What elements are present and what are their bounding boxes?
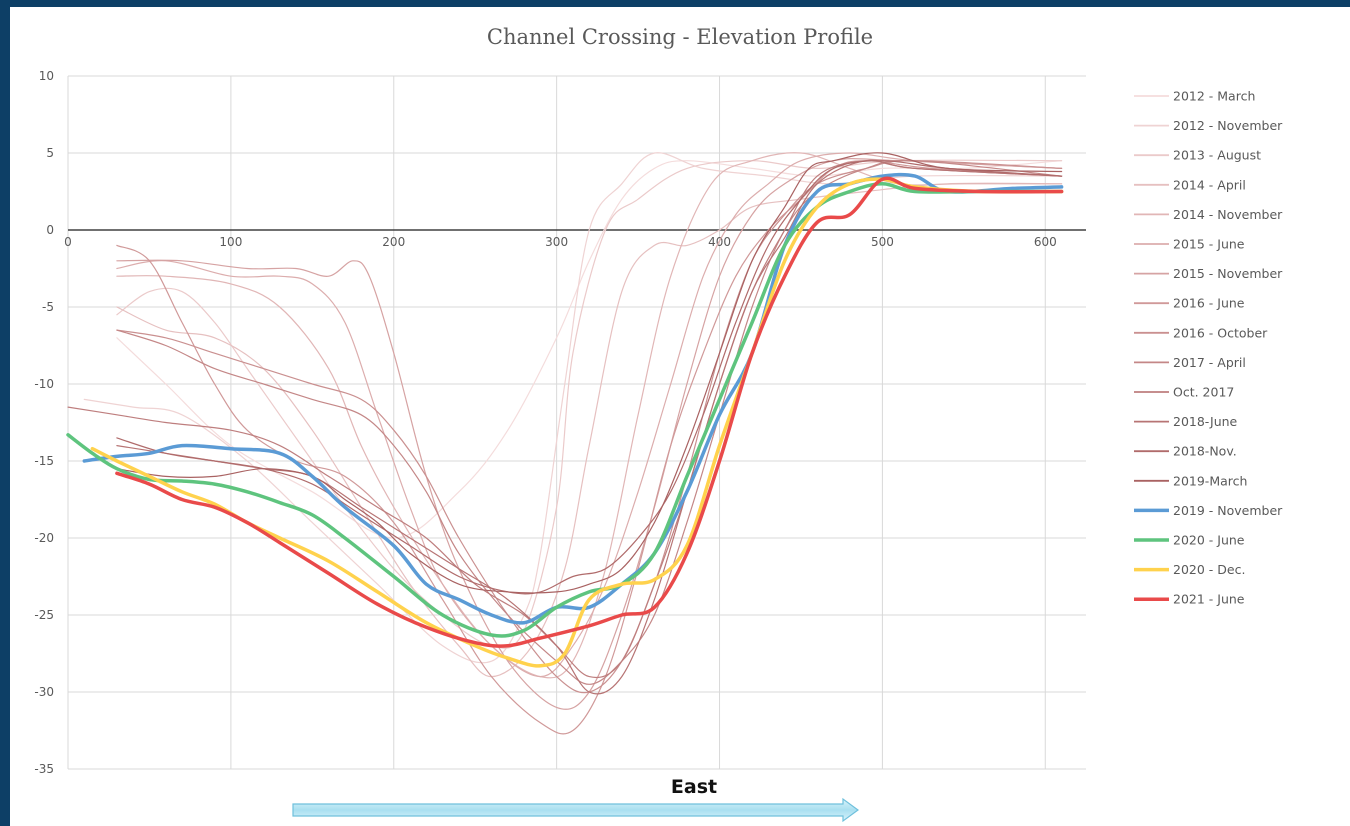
legend-label: 2016 - October	[1173, 325, 1268, 340]
legend-label: 2020 - Dec.	[1173, 562, 1245, 577]
legend-label: Oct. 2017	[1173, 385, 1234, 400]
x-tick-label: 0	[64, 235, 72, 249]
series-line-10	[67, 159, 1063, 679]
legend-label: 2016 - June	[1173, 296, 1245, 311]
x-tick-label: 600	[1034, 235, 1057, 249]
y-tick-label: -30	[34, 685, 54, 699]
x-tick-label: 500	[871, 235, 894, 249]
east-annotation: East	[292, 776, 860, 823]
legend: 2012 - March 2012 - November 2013 - August…	[1134, 89, 1283, 607]
series-line-16	[90, 177, 1064, 668]
legend-label: 2018-June	[1173, 414, 1238, 429]
east-arrow-icon	[292, 797, 860, 823]
y-tick-label: -5	[42, 300, 54, 314]
legend-label: 2015 - June	[1173, 237, 1245, 252]
y-tick-label: 5	[46, 146, 54, 160]
y-tick-label: 10	[39, 69, 54, 83]
legend-label: 2019 - November	[1173, 503, 1283, 518]
series-line-8	[116, 160, 1063, 694]
y-tick-label: 0	[46, 223, 54, 237]
chart-title: Channel Crossing - Elevation Profile	[487, 25, 873, 49]
legend-label: 2020 - June	[1173, 533, 1245, 548]
x-tick-label: 300	[545, 235, 568, 249]
y-tick-label: -15	[34, 454, 54, 468]
legend-label: 2014 - November	[1173, 207, 1283, 222]
series-line-2	[116, 159, 1063, 649]
legend-label: 2013 - August	[1173, 148, 1261, 163]
legend-label: 2012 - November	[1173, 118, 1283, 133]
legend-label: 2014 - April	[1173, 177, 1246, 192]
series-line-11	[116, 159, 1063, 695]
chart-canvas: Channel Crossing - Elevation Profile 10 5…	[34, 25, 1283, 823]
legend-label: 2012 - March	[1173, 89, 1255, 104]
series-line-1	[83, 152, 1063, 664]
grid-lines	[67, 75, 1086, 770]
series-line-15	[66, 182, 1064, 638]
y-tick-label: -25	[34, 608, 54, 622]
series-line-0	[116, 160, 1063, 539]
x-tick-label: 200	[382, 235, 405, 249]
legend-label: 2019-March	[1173, 473, 1247, 488]
y-tick-label: -20	[34, 531, 54, 545]
series-line-4	[116, 152, 1063, 679]
x-tick-label: 100	[219, 235, 242, 249]
legend-label: 2015 - November	[1173, 266, 1283, 281]
legend-label: 2017 - April	[1173, 355, 1246, 370]
series-line-12	[116, 160, 1063, 595]
series-line-6	[116, 158, 1063, 710]
y-tick-label: -10	[34, 377, 54, 391]
chart-panel: Channel Crossing - Elevation Profile 10 5…	[10, 7, 1350, 826]
series-line-17	[115, 176, 1064, 648]
east-label: East	[671, 776, 717, 798]
legend-label: 2021 - June	[1173, 592, 1245, 607]
legend-label: 2018-Nov.	[1173, 444, 1237, 459]
y-tick-label: -35	[34, 762, 54, 776]
series-line-5	[116, 152, 1063, 678]
series-lines	[66, 152, 1064, 735]
series-line-3	[116, 182, 1063, 678]
